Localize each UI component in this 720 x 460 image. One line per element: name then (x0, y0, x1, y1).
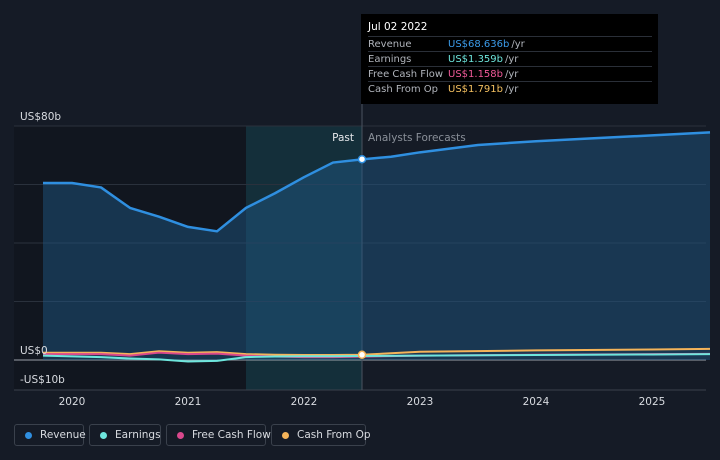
tooltip-unit: /yr (505, 84, 519, 95)
legend-label: Free Cash Flow (192, 429, 271, 441)
tooltip-date: Jul 02 2022 (368, 21, 428, 33)
tooltip-value: US$1.158b (448, 69, 504, 80)
series-line-revenue (43, 131, 711, 233)
legend-item-cash-from-op[interactable]: Cash From Op (271, 424, 371, 446)
x-tick-label: 2025 (639, 396, 666, 408)
y-tick-label: -US$10b (20, 374, 65, 386)
series-line-cash-from-op (43, 347, 711, 357)
tooltip-label: Revenue (368, 39, 412, 50)
x-tick-label: 2020 (59, 396, 86, 408)
x-tick-label: 2021 (175, 396, 202, 408)
legend-item-free-cash-flow[interactable]: Free Cash Flow (166, 424, 271, 446)
tooltip-unit: /yr (505, 54, 519, 65)
tooltip-unit: /yr (505, 69, 519, 80)
y-tick-label: US$80b (20, 111, 61, 123)
tooltip-value: US$68.636b (448, 39, 510, 50)
tooltip-row-earnings: Earnings US$1.359b/yr (368, 51, 652, 67)
series-line-earnings (42, 353, 711, 363)
revenue-area (43, 132, 710, 360)
tooltip-label: Free Cash Flow (368, 69, 444, 80)
legend-label: Revenue (40, 429, 86, 441)
past-label: Past (332, 132, 354, 144)
x-tick-label: 2022 (291, 396, 318, 408)
legend-label: Cash From Op (297, 429, 371, 441)
tooltip-row-free-cash-flow: Free Cash Flow US$1.158b/yr (368, 66, 652, 82)
hover-tooltip: Jul 02 2022 Revenue US$68.636b/yr Earnin… (361, 14, 658, 104)
legend-label: Earnings (115, 429, 161, 441)
x-tick-label: 2024 (523, 396, 550, 408)
x-tick-label: 2023 (407, 396, 434, 408)
y-tick-label: US$0 (20, 345, 48, 357)
tooltip-label: Earnings (368, 54, 412, 65)
legend-dot (177, 432, 184, 439)
highlight-region (246, 126, 362, 390)
legend-item-earnings[interactable]: Earnings (89, 424, 161, 446)
forecast-label: Analysts Forecasts (368, 132, 466, 144)
legend-dot (100, 432, 107, 439)
legend-dot (282, 432, 289, 439)
cash-from-op-marker (357, 350, 367, 360)
revenue-marker (357, 154, 367, 164)
tooltip-value: US$1.359b (448, 54, 504, 65)
tooltip-label: Cash From Op (368, 84, 439, 95)
tooltip-row-revenue: Revenue US$68.636b/yr (368, 36, 652, 52)
tooltip-row-cash-from-op: Cash From Op US$1.791b/yr (368, 81, 652, 97)
tooltip-unit: /yr (511, 39, 525, 50)
legend-dot (25, 432, 32, 439)
tooltip-value: US$1.791b (448, 84, 504, 95)
legend-item-revenue[interactable]: Revenue (14, 424, 86, 446)
